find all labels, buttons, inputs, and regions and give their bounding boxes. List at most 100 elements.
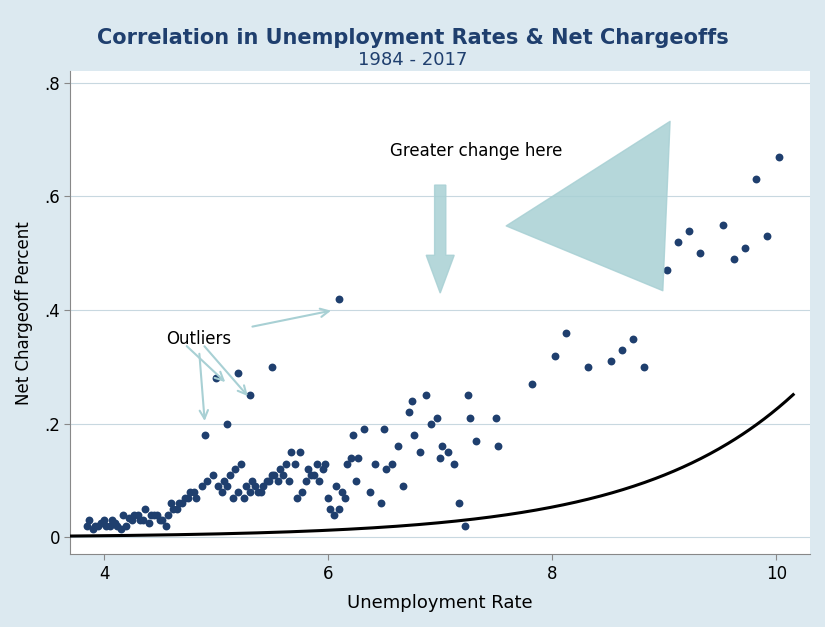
Point [248, 482, 262, 492]
Point [458, 521, 471, 531]
Point [170, 504, 183, 514]
Point [156, 515, 169, 525]
Point [234, 458, 248, 468]
Point [462, 391, 475, 401]
Point [453, 498, 466, 508]
Y-axis label: Net Chargeoff Percent: Net Chargeoff Percent [15, 221, 33, 405]
Point [232, 367, 245, 377]
Point [97, 515, 111, 525]
Point [464, 413, 477, 423]
Point [279, 458, 292, 468]
Point [268, 470, 281, 480]
Point [750, 174, 763, 184]
Point [139, 504, 152, 514]
Text: Outliers: Outliers [166, 330, 231, 419]
Point [380, 464, 393, 474]
Point [266, 470, 279, 480]
Point [604, 356, 617, 366]
Point [338, 493, 351, 503]
Point [254, 487, 267, 497]
Point [332, 293, 346, 303]
Point [276, 470, 290, 480]
Point [313, 475, 326, 485]
Point [200, 475, 214, 485]
Point [582, 362, 595, 372]
Point [351, 453, 365, 463]
Point [285, 447, 298, 457]
Point [226, 493, 239, 503]
Point [615, 345, 629, 355]
Point [316, 464, 329, 474]
Point [106, 515, 119, 525]
Point [375, 498, 388, 508]
Point [304, 470, 318, 480]
Point [738, 243, 752, 253]
Point [195, 482, 208, 492]
Point [357, 424, 370, 435]
Point [88, 521, 101, 531]
Point [307, 470, 320, 480]
Point [761, 231, 774, 241]
Point [240, 482, 253, 492]
Point [335, 487, 348, 497]
Point [125, 515, 139, 525]
Point [245, 475, 258, 485]
Point [232, 487, 245, 497]
Point [165, 498, 178, 508]
Text: Correlation in Unemployment Rates & Net Chargeoffs: Correlation in Unemployment Rates & Net … [97, 28, 728, 48]
Point [144, 510, 158, 520]
Point [328, 510, 341, 520]
Point [122, 512, 135, 522]
Point [273, 464, 286, 474]
Point [257, 482, 270, 492]
Point [716, 220, 729, 230]
Point [217, 475, 230, 485]
Point [301, 464, 314, 474]
Point [184, 487, 197, 497]
Point [178, 493, 191, 503]
Point [271, 475, 285, 485]
Point [772, 152, 785, 162]
Point [215, 487, 229, 497]
Point [672, 237, 685, 247]
Point [322, 493, 335, 503]
Point [111, 521, 124, 531]
Point [391, 441, 404, 451]
Point [660, 265, 673, 275]
Point [436, 441, 449, 451]
Point [489, 413, 502, 423]
Point [172, 498, 186, 508]
Point [369, 458, 382, 468]
Point [434, 453, 447, 463]
Point [153, 515, 167, 525]
Point [408, 430, 421, 440]
Point [109, 518, 122, 528]
Point [638, 362, 651, 372]
Point [294, 447, 307, 457]
Point [82, 515, 96, 525]
Point [694, 248, 707, 258]
FancyArrow shape [427, 185, 455, 293]
Point [260, 475, 273, 485]
Point [238, 493, 251, 503]
Point [329, 482, 342, 492]
Point [406, 396, 419, 406]
X-axis label: Unemployment Rate: Unemployment Rate [347, 594, 533, 612]
Point [81, 521, 94, 531]
Point [526, 379, 539, 389]
Point [346, 430, 360, 440]
Point [87, 524, 100, 534]
Point [116, 510, 130, 520]
Point [223, 470, 236, 480]
Point [150, 510, 163, 520]
Text: Greater change here: Greater change here [389, 142, 562, 160]
Point [559, 328, 573, 338]
Point [282, 475, 295, 485]
Point [350, 475, 363, 485]
Point [431, 413, 444, 423]
Point [206, 470, 219, 480]
Point [167, 504, 180, 514]
Point [626, 334, 639, 344]
Point [682, 226, 695, 236]
Point [243, 487, 257, 497]
